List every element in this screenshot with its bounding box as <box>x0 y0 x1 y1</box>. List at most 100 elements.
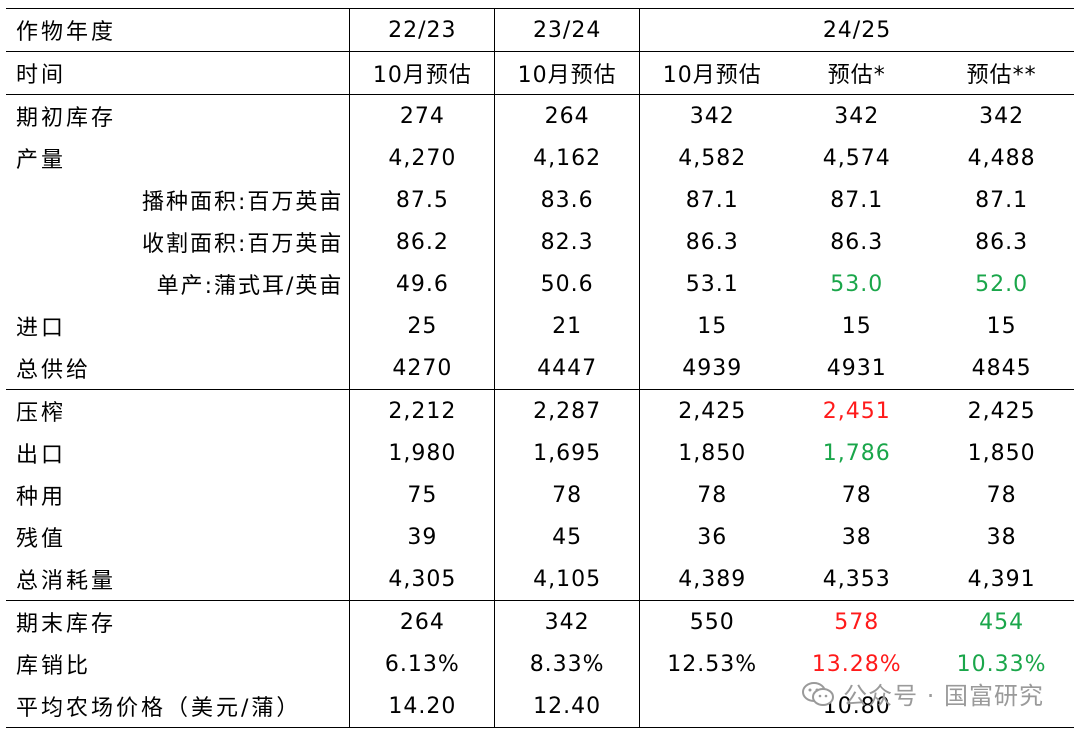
subheader-col-2: 10月预估 <box>494 51 641 95</box>
row-label: 残值 <box>6 516 351 558</box>
row-value-col-5: 38 <box>986 524 1017 550</box>
row-value-col-1: 87.5 <box>349 179 496 221</box>
header-year-2425: 24/25 <box>639 8 1074 52</box>
row-value-col-2: 2,287 <box>494 389 641 432</box>
row-value-col-2: 1,695 <box>494 432 641 474</box>
subheader-col-4: 预估* <box>784 51 930 95</box>
row-label: 收割面积:百万英亩 <box>6 221 351 263</box>
row-value-col-3: 342 <box>639 94 785 137</box>
row-label: 进口 <box>6 305 351 347</box>
row-value-col-2: 78 <box>494 474 641 516</box>
row-value-col-1: 2,212 <box>349 389 496 432</box>
subheader-col-5: 预估** <box>929 51 1074 95</box>
row-value-col-4: 86.3 <box>830 229 884 255</box>
row-value-col-5: 454 <box>929 600 1074 643</box>
row-value-col-4: 10.80 <box>784 685 930 728</box>
row-value-col-5: 87.1 <box>975 187 1029 213</box>
row-value-col-1: 25 <box>349 305 496 347</box>
row-value-col-1: 86.2 <box>349 221 496 263</box>
row-value-col-4: 13.28% <box>811 651 902 677</box>
table-row: 播种面积:百万英亩 87.5 83.6 87.1 87.1 87.1 <box>6 179 1074 221</box>
watermark-text: 公众号 · 国富研究 <box>843 682 1044 710</box>
row-value-col-4: 15 <box>841 313 872 339</box>
header-year-2223: 22/23 <box>349 8 496 52</box>
row-value-col-4: 4931 <box>826 355 887 381</box>
wechat-icon <box>801 681 835 707</box>
row-label: 产量 <box>6 137 351 179</box>
table-row: 进口 25 21 15 15 15 <box>6 305 1074 347</box>
row-value-col-2: 45 <box>494 516 641 558</box>
row-value-col-2: 8.33% <box>494 643 641 685</box>
row-value-col-2: 4,105 <box>494 558 641 601</box>
row-value-col-1: 39 <box>349 516 496 558</box>
subheader-col-1: 10月预估 <box>349 51 496 95</box>
row-label: 播种面积:百万英亩 <box>6 179 351 221</box>
row-value-col-3: 87.1 <box>685 187 739 213</box>
row-value-col-3: 1,850 <box>678 440 747 466</box>
row-label: 期末库存 <box>6 600 351 643</box>
row-value-col-3: 4939 <box>682 355 743 381</box>
row-value-col-3: 4,582 <box>678 145 747 171</box>
header-label: 作物年度 <box>6 8 351 52</box>
row-value-col-1: 75 <box>349 474 496 516</box>
row-value-col-2: 21 <box>494 305 641 347</box>
row-value-col-2: 264 <box>494 94 641 137</box>
row-value-col-1: 14.20 <box>349 685 496 728</box>
header-row: 作物年度 22/23 23/24 24/25 <box>6 8 1074 52</box>
row-value-col-2: 50.6 <box>494 263 641 305</box>
row-value-col-3: 15 <box>697 313 728 339</box>
table-row: 压榨 2,212 2,287 2,425 2,451 2,425 <box>6 389 1074 432</box>
row-value-col-1: 6.13% <box>349 643 496 685</box>
table-row: 收割面积:百万英亩 86.2 82.3 86.3 86.3 86.3 <box>6 221 1074 263</box>
row-label: 总供给 <box>6 347 351 390</box>
row-value-col-5 <box>929 685 1074 728</box>
row-value-col-3: 2,425 <box>639 389 785 432</box>
row-value-col-4: 87.1 <box>830 187 884 213</box>
row-label: 总消耗量 <box>6 558 351 601</box>
soybean-balance-table: 作物年度 22/23 23/24 24/25 时间 10月预估 10月预估 10… <box>6 8 1074 728</box>
row-value-col-5: 4,391 <box>967 566 1036 592</box>
row-value-col-2: 83.6 <box>494 179 641 221</box>
subheader-label: 时间 <box>6 51 351 95</box>
row-value-col-1: 274 <box>349 94 496 137</box>
row-value-col-1: 264 <box>349 600 496 643</box>
row-label: 压榨 <box>6 389 351 432</box>
row-value-col-5: 4845 <box>971 355 1032 381</box>
row-value-col-5: 86.3 <box>975 229 1029 255</box>
row-label: 出口 <box>6 432 351 474</box>
row-value-col-3: 12.53% <box>667 651 758 677</box>
row-value-col-2: 4447 <box>494 347 641 390</box>
table-row: 期初库存 274 264 342 342 342 <box>6 94 1074 137</box>
header-year-2324: 23/24 <box>494 8 641 52</box>
row-value-col-5: 342 <box>929 94 1074 137</box>
row-value-col-3: 4,389 <box>678 566 747 592</box>
row-value-col-5: 15 <box>986 313 1017 339</box>
row-value-col-1: 4,270 <box>349 137 496 179</box>
row-value-col-2: 4,162 <box>494 137 641 179</box>
row-value-col-4: 2,451 <box>784 389 930 432</box>
row-value-col-4: 4,574 <box>822 145 891 171</box>
table-row: 产量 4,270 4,162 4,582 4,574 4,488 <box>6 137 1074 179</box>
row-value-col-5: 10.33% <box>956 651 1047 677</box>
row-value-col-5: 52.0 <box>975 271 1029 297</box>
row-value-col-4: 342 <box>784 94 930 137</box>
table-row: 库销比 6.13% 8.33% 12.53% 13.28% 10.33% <box>6 643 1074 685</box>
row-value-col-3: 86.3 <box>685 229 739 255</box>
row-value-col-4: 78 <box>841 482 872 508</box>
row-label: 种用 <box>6 474 351 516</box>
row-value-col-3: 78 <box>697 482 728 508</box>
row-value-col-1: 1,980 <box>349 432 496 474</box>
row-value-col-2: 342 <box>494 600 641 643</box>
row-value-col-3: 36 <box>697 524 728 550</box>
table-row: 总消耗量 4,305 4,105 4,389 4,353 4,391 <box>6 558 1074 601</box>
row-value-col-5: 2,425 <box>929 389 1074 432</box>
row-value-col-2: 82.3 <box>494 221 641 263</box>
row-label: 单产:蒲式耳/英亩 <box>6 263 351 305</box>
row-value-col-4: 53.0 <box>830 271 884 297</box>
subheader-row: 时间 10月预估 10月预估 10月预估 预估* 预估** <box>6 51 1074 95</box>
row-label: 库销比 <box>6 643 351 685</box>
row-label: 期初库存 <box>6 94 351 137</box>
subheader-col-3: 10月预估 <box>639 51 785 95</box>
table-row: 种用 75 78 78 78 78 <box>6 474 1074 516</box>
row-value-col-5: 4,488 <box>967 145 1036 171</box>
